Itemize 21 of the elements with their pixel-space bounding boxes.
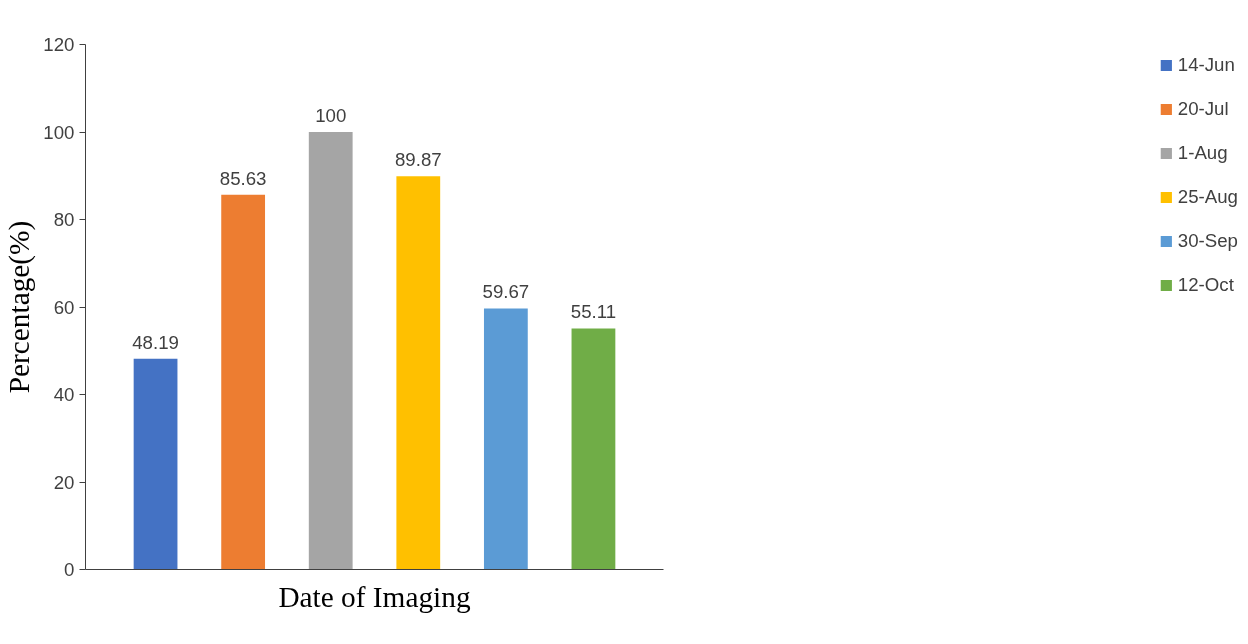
data-label: 48.19	[132, 331, 179, 353]
data-label: 89.87	[394, 149, 442, 171]
y-tick-label: 60	[53, 296, 75, 318]
y-tick-label: 100	[43, 121, 75, 143]
y-tick-label: 0	[64, 559, 75, 580]
data-label: 85.63	[219, 167, 267, 189]
legend-label: 12-Oct	[1177, 274, 1234, 296]
legend-label: 1-Aug	[1177, 142, 1228, 164]
legend-label: 25-Aug	[1177, 186, 1238, 208]
y-tick-label: 80	[53, 209, 75, 230]
y-tick-label: 120	[43, 34, 75, 55]
x-axis-title: Date of Imaging	[278, 580, 471, 613]
data-label: 55.11	[570, 301, 617, 323]
legend-label: 20-Jul	[1177, 98, 1229, 120]
y-tick-label: 20	[53, 471, 75, 493]
legend-label: 14-Jun	[1177, 54, 1235, 76]
legend-label: 30-Sep	[1177, 230, 1238, 252]
data-label: 59.67	[482, 281, 530, 303]
y-axis-title: Percentage(%)	[3, 220, 37, 394]
y-tick-label: 40	[53, 384, 75, 405]
data-label: 100	[315, 105, 347, 126]
